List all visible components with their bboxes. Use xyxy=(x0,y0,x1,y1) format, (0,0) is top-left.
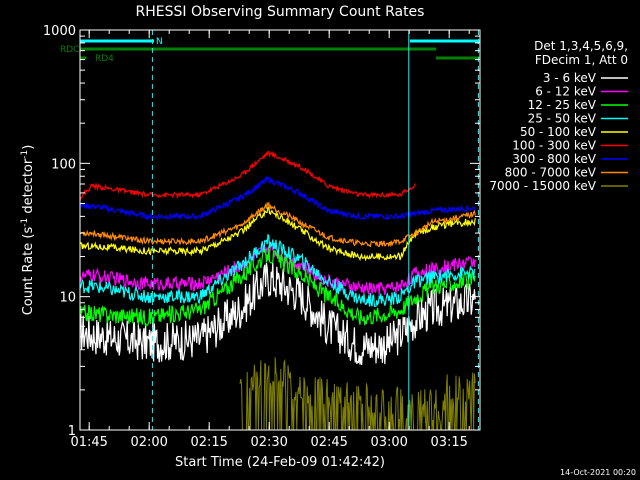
flag-layer: N RDC RD4 xyxy=(60,37,480,64)
legend-entry-label: 800 - 7000 keV xyxy=(505,166,597,180)
x-tick-label: 01:45 xyxy=(70,435,107,450)
x-axis-label: Start Time (24-Feb-09 01:42:42) xyxy=(175,455,385,470)
y-tick-label: 10 xyxy=(59,291,76,306)
ylabel-part: ) xyxy=(21,145,36,150)
series-line xyxy=(79,262,476,365)
ylabel-superscript: -1 xyxy=(20,218,30,227)
footer-timestamp: 14-Oct-2021 00:20 xyxy=(560,468,636,477)
x-tick-label: 02:30 xyxy=(250,435,287,450)
x-tick-label: 02:00 xyxy=(130,435,167,450)
y-axis: 1 10 100 1000 xyxy=(43,24,480,439)
series-line xyxy=(79,175,476,221)
plot-frame xyxy=(79,29,481,431)
chart-title: RHESSI Observing Summary Count Rates xyxy=(136,4,425,20)
y-axis-label: Count Rate (s-1 detector-1) xyxy=(20,145,36,316)
flag-label: RDC xyxy=(60,45,79,55)
legend-entry-label: 25 - 50 keV xyxy=(528,112,597,126)
x-tick-label: 03:15 xyxy=(430,435,467,450)
data-layer xyxy=(79,150,476,431)
y-tick-label: 1000 xyxy=(43,24,76,39)
legend-entry-label: 100 - 300 keV xyxy=(512,139,596,153)
ylabel-part: Count Rate (s xyxy=(21,227,36,316)
legend-entry-label: 7000 - 15000 keV xyxy=(489,179,596,193)
legend-entry-label: 300 - 800 keV xyxy=(512,152,596,166)
x-tick-label: 02:45 xyxy=(310,435,347,450)
x-tick-label: 02:15 xyxy=(190,435,227,450)
series-line xyxy=(79,245,476,327)
legend-entry-label: 6 - 12 keV xyxy=(535,85,597,99)
legend-header-line: Det 1,3,4,5,6,9, xyxy=(534,39,628,53)
y-tick-label: 1 xyxy=(68,424,76,439)
flag-label: N xyxy=(156,37,163,47)
ylabel-part: detector xyxy=(21,158,36,218)
legend-header-line: FDecim 1, Att 0 xyxy=(535,53,628,67)
legend-entry-label: 12 - 25 keV xyxy=(528,98,597,112)
y-tick-label: 100 xyxy=(51,157,76,172)
ylabel-superscript: -1 xyxy=(20,150,30,159)
series-line xyxy=(80,201,476,248)
series-line xyxy=(79,150,416,201)
flag-label: RD4 xyxy=(95,54,114,64)
x-axis: 01:45 02:00 02:15 02:30 02:45 03:00 03:15 xyxy=(70,30,470,450)
legend-entry-label: 3 - 6 keV xyxy=(543,71,597,85)
series-line xyxy=(79,206,476,262)
series-line xyxy=(79,233,476,307)
legend-entry-label: 50 - 100 keV xyxy=(520,125,597,139)
legend: Det 1,3,4,5,6,9, FDecim 1, Att 0 3 - 6 k… xyxy=(489,39,628,193)
series-line xyxy=(79,243,476,296)
x-tick-label: 03:00 xyxy=(370,435,407,450)
